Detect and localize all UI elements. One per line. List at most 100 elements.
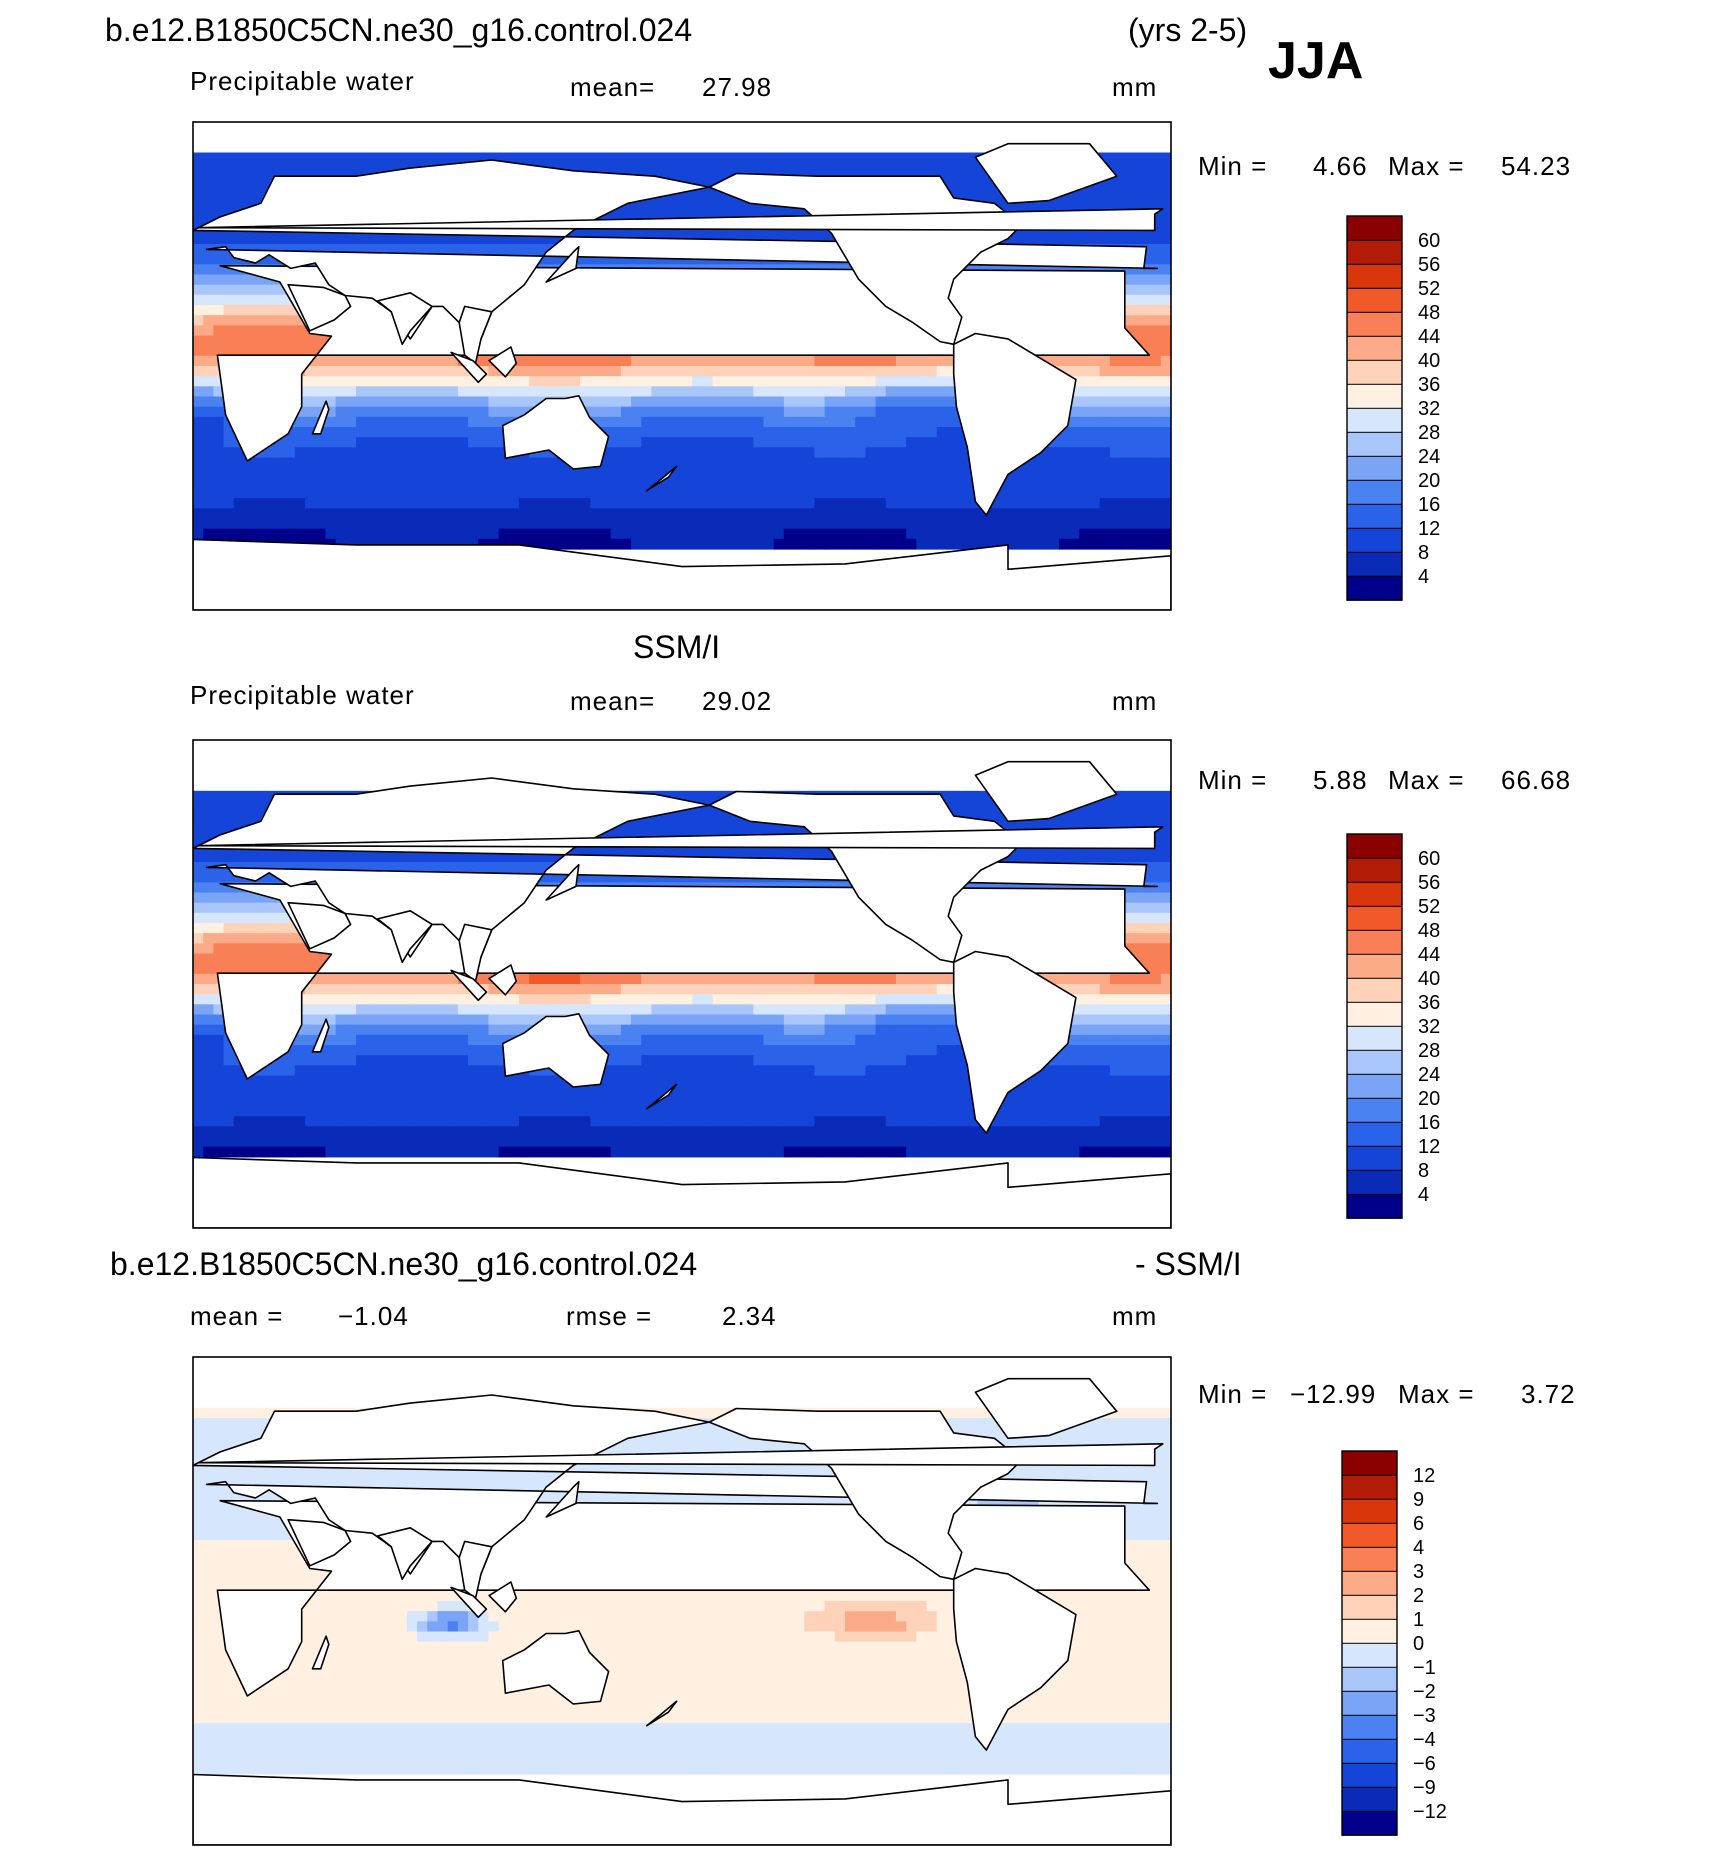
field-cell: [824, 376, 836, 387]
field-cell: [417, 467, 428, 479]
field-cell: [794, 538, 805, 550]
field-cell: [631, 254, 642, 265]
field-cell: [1028, 457, 1040, 469]
field-cell: [193, 183, 204, 194]
panel-model: Precipitable water mean= 27.98 mm Min = …: [190, 66, 1570, 611]
field-cell: [824, 518, 836, 530]
field-cell: [702, 801, 714, 812]
field-cell: [834, 488, 846, 499]
field-cell: [213, 183, 225, 194]
field-cell: [610, 518, 622, 530]
field-cell: [732, 821, 744, 833]
field-cell: [549, 538, 561, 550]
field-cell: [1109, 498, 1121, 509]
field-cell: [885, 355, 897, 367]
field-cell: [753, 488, 765, 499]
field-cell: [1120, 508, 1131, 520]
field-cell: [457, 477, 469, 489]
field-cell: [376, 508, 388, 520]
colorbar-label: 28: [1418, 422, 1440, 444]
field-cell: [661, 457, 673, 469]
field-cell: [641, 447, 653, 459]
field-cell: [386, 233, 398, 245]
field-cell: [661, 518, 673, 530]
field-cell: [1069, 498, 1080, 509]
field-cell: [325, 244, 337, 255]
field-cell: [203, 203, 214, 215]
field-cell: [406, 437, 418, 448]
field-cell: [651, 447, 663, 459]
field-cell: [437, 437, 449, 448]
field-cell: [1140, 366, 1152, 377]
field-cell: [682, 406, 693, 418]
field-cell: [417, 396, 428, 408]
field-cell: [732, 396, 744, 408]
map-frame: [192, 121, 1172, 611]
field-cell: [763, 538, 775, 550]
field-cell: [957, 538, 968, 550]
field-cell: [1079, 457, 1091, 469]
field-cell: [1130, 264, 1142, 276]
field-cell: [376, 862, 388, 873]
field-cell: [488, 437, 500, 448]
field-cell: [335, 355, 347, 367]
field-cell: [457, 508, 469, 520]
field-cell: [1089, 498, 1101, 509]
field-cell: [895, 498, 907, 509]
field-cell: [916, 406, 928, 418]
field-cell: [264, 244, 276, 255]
field-cell: [834, 457, 846, 469]
field-cell: [783, 376, 795, 387]
field-cell: [1140, 274, 1152, 286]
field-cell: [885, 508, 897, 520]
field-cell: [213, 325, 225, 337]
field-cell: [1079, 386, 1091, 398]
field-cell: [926, 366, 938, 377]
field-cell: [814, 152, 826, 164]
field-cell: [753, 406, 765, 418]
field-cell: [356, 355, 367, 367]
field-cell: [783, 498, 795, 509]
field-cell: [865, 162, 877, 174]
field-cell: [1079, 366, 1091, 377]
field-cell: [1160, 264, 1171, 276]
field-cell: [488, 508, 500, 520]
field-cell: [1099, 406, 1111, 418]
field-cell: [957, 447, 968, 459]
field-cell: [1089, 437, 1101, 448]
field-cell: [1160, 305, 1171, 316]
field-cell: [1028, 882, 1040, 894]
field-cell: [193, 406, 204, 418]
field-cell: [773, 821, 785, 833]
field-cell: [1130, 508, 1142, 520]
field-cell: [376, 528, 388, 540]
field-cell: [406, 366, 418, 377]
field-cell: [875, 427, 887, 438]
field-cell: [946, 416, 958, 428]
field-cell: [223, 821, 235, 833]
field-cell: [814, 366, 826, 377]
field-cell: [692, 811, 703, 822]
field-cell: [193, 447, 204, 459]
field-cell: [1109, 203, 1121, 215]
field-cell: [1160, 477, 1171, 489]
field-cell: [895, 406, 907, 418]
field-cell: [722, 376, 734, 387]
field-cell: [865, 538, 877, 550]
field-cell: [804, 467, 816, 479]
field-cell: [1150, 406, 1162, 418]
field-cell: [1089, 264, 1101, 276]
field-cell: [885, 518, 897, 530]
field-cell: [213, 477, 225, 489]
field-cell: [957, 477, 968, 489]
field-cell: [620, 508, 632, 520]
field-cell: [1089, 811, 1101, 822]
field-cell: [396, 447, 408, 459]
field-cell: [1130, 284, 1142, 296]
field-cell: [193, 912, 204, 924]
field-cell: [529, 366, 540, 377]
field-cell: [366, 457, 377, 469]
field-cell: [264, 902, 276, 914]
field-cell: [315, 244, 327, 255]
